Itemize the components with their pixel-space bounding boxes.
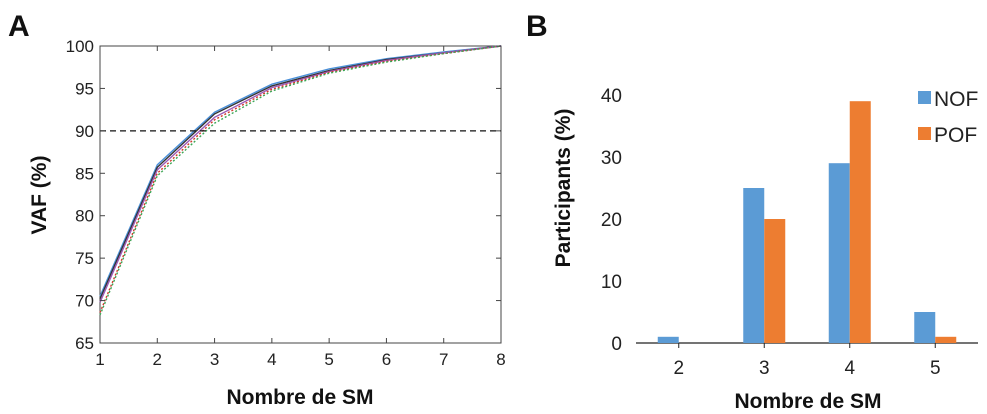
panel-a-x-tick-label: 6 xyxy=(382,350,391,369)
panel-a-series-line-1 xyxy=(99,45,502,297)
panel-a-ticks: 1 2 3 4 5 6 7 8 65 70 75 80 85 90 95 100 xyxy=(66,37,506,369)
panel-b-bars-group xyxy=(657,101,957,343)
panel-a-x-tick-label: 8 xyxy=(496,350,505,369)
panel-a-series-line-5 xyxy=(99,45,502,316)
panel-b-y-tick-label: 0 xyxy=(611,334,622,355)
panel-a: A 1 2 3 4 5 6 7 8 65 70 75 80 85 90 95 100 Nombre de SM… xyxy=(8,10,506,409)
panel-a-series-group xyxy=(99,45,502,316)
panel-a-y-tick-label: 90 xyxy=(75,122,94,141)
panel-a-x-tick-label: 7 xyxy=(439,350,448,369)
bar-nof-2 xyxy=(657,336,679,343)
bar-nof-3 xyxy=(743,188,765,343)
bar-pof-5 xyxy=(935,336,957,343)
panel-a-x-tick-label: 1 xyxy=(95,350,104,369)
panel-a-y-tick-label: 70 xyxy=(75,292,94,311)
panel-a-y-tick-label: 85 xyxy=(75,164,94,183)
panel-a-y-tick-label: 75 xyxy=(75,249,94,268)
panel-b: B 2 3 4 5 0 10 20 30 40 NOF POF Nombre de SM Par… xyxy=(526,10,978,413)
panel-b-y-axis-label: Participants (%) xyxy=(552,109,575,268)
panel-a-x-tick-label: 2 xyxy=(153,350,162,369)
panel-b-x-tick-label: 2 xyxy=(673,358,684,379)
panel-a-x-tick-label: 4 xyxy=(267,350,276,369)
panel-b-ticks: 2 3 4 5 0 10 20 30 40 xyxy=(601,86,941,379)
panel-b-legend: NOF POF xyxy=(918,88,978,147)
panel-a-x-axis-label: Nombre de SM xyxy=(226,386,373,409)
panel-b-letter: B xyxy=(526,10,548,43)
panel-a-y-tick-label: 95 xyxy=(75,79,94,98)
bar-nof-5 xyxy=(914,312,936,343)
panel-a-plot-frame xyxy=(99,45,502,344)
panel-a-series-line-3 xyxy=(99,45,502,303)
panel-b-y-tick-label: 10 xyxy=(601,272,622,293)
panel-b-x-axis-label: Nombre de SM xyxy=(734,390,881,413)
panel-a-y-tick-label: 100 xyxy=(66,37,94,56)
panel-a-x-tick-label: 3 xyxy=(210,350,219,369)
panel-a-y-axis-label: VAF (%) xyxy=(28,156,51,235)
panel-a-letter: A xyxy=(8,10,30,43)
legend-label-pof: POF xyxy=(934,124,977,147)
bar-nof-4 xyxy=(828,163,850,343)
panel-b-y-tick-label: 20 xyxy=(601,210,622,231)
legend-label-nof: NOF xyxy=(934,88,978,111)
panel-b-x-tick-label: 4 xyxy=(844,358,855,379)
panel-b-x-tick-label: 3 xyxy=(759,358,770,379)
panel-b-y-tick-label: 40 xyxy=(601,86,622,107)
panel-a-x-tick-label: 5 xyxy=(324,350,333,369)
panel-b-y-tick-label: 30 xyxy=(601,148,622,169)
panel-a-y-tick-label: 65 xyxy=(75,334,94,353)
panel-b-x-tick-label: 5 xyxy=(930,358,941,379)
bar-pof-3 xyxy=(764,219,786,343)
legend-swatch-nof xyxy=(918,91,931,104)
panel-a-y-tick-label: 80 xyxy=(75,207,94,226)
bar-pof-4 xyxy=(849,101,871,343)
legend-swatch-pof xyxy=(918,127,931,140)
